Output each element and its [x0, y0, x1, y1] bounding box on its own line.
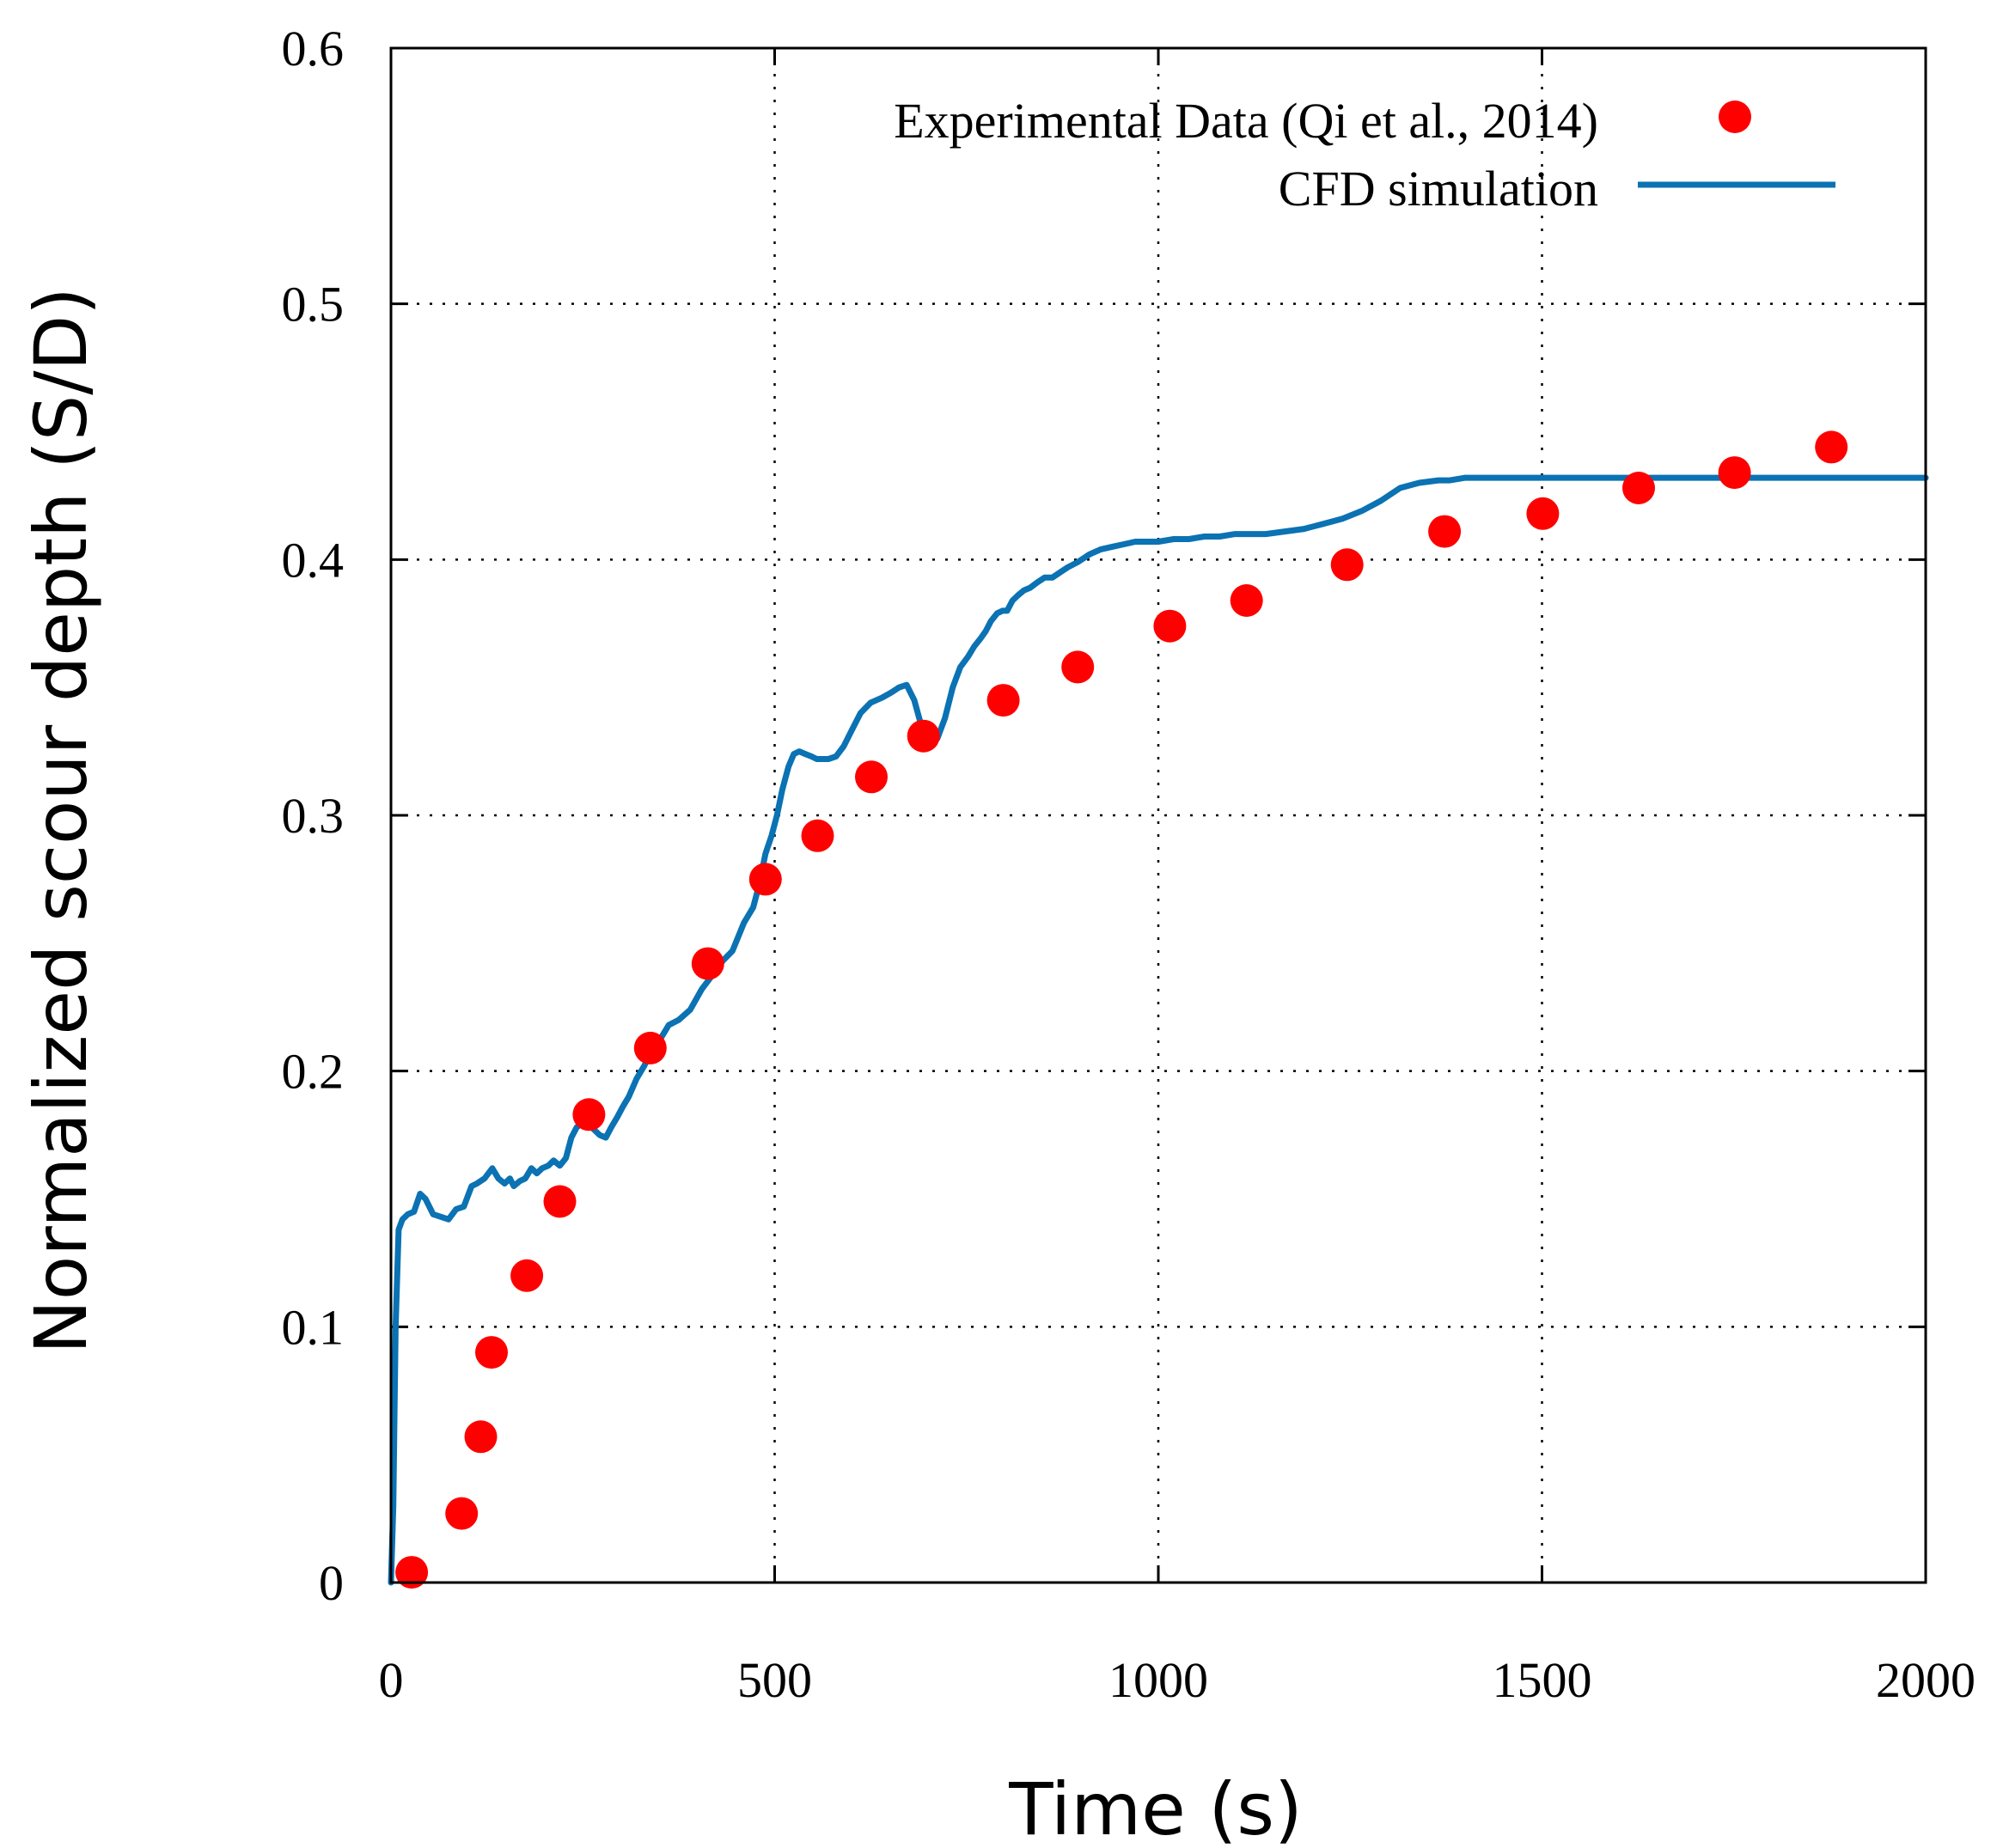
legend-label-cfd: CFD simulation	[1279, 161, 1598, 217]
data-point-experimental	[1330, 548, 1364, 582]
data-point-experimental	[801, 819, 834, 852]
data-point-experimental	[395, 1556, 429, 1589]
plot-area	[388, 430, 1929, 1589]
data-point-experimental	[1230, 584, 1263, 617]
data-point-experimental	[445, 1497, 479, 1530]
legend: Experimental Data (Qi et al., 2014) CFD …	[894, 93, 1835, 217]
data-point-experimental	[1061, 650, 1095, 684]
data-point-experimental	[1526, 497, 1560, 530]
y-tick-label: 0.2	[282, 1044, 345, 1100]
grid-lines	[391, 48, 1926, 1583]
x-tick-label: 500	[737, 1652, 812, 1708]
plot-frame	[389, 46, 1927, 1584]
x-tick-labels: 0 500 1000 1500 2000	[379, 1652, 1976, 1708]
y-axis-title: Normalized scour depth (S/D)	[19, 287, 103, 1354]
y-tick-labels: 0 0.1 0.2 0.3 0.4 0.5 0.6	[282, 21, 345, 1611]
data-point-experimental	[1718, 456, 1751, 490]
data-point-experimental	[748, 863, 782, 896]
data-point-experimental	[475, 1336, 508, 1369]
data-point-experimental	[1815, 430, 1848, 464]
y-tick-label: 0.5	[282, 277, 345, 332]
x-tick-label: 1500	[1493, 1652, 1592, 1708]
x-tick-label: 0	[379, 1652, 404, 1708]
x-tick-label: 2000	[1876, 1652, 1976, 1708]
y-tick-label: 0.6	[282, 21, 345, 76]
x-axis-title: Time (s)	[1008, 1767, 1303, 1848]
data-point-experimental	[633, 1031, 667, 1064]
axis-ticks	[389, 46, 1927, 1584]
data-point-experimental	[1622, 472, 1655, 504]
legend-label-experimental: Experimental Data (Qi et al., 2014)	[894, 93, 1598, 149]
data-point-experimental	[986, 684, 1020, 717]
data-point-experimental	[510, 1259, 544, 1292]
y-tick-label: 0.3	[282, 788, 345, 844]
data-point-experimental	[464, 1420, 498, 1454]
y-tick-label: 0	[319, 1555, 344, 1611]
data-point-experimental	[1428, 515, 1462, 548]
data-point-experimental	[572, 1098, 606, 1131]
legend-marker-experimental	[1719, 101, 1751, 133]
data-point-experimental	[1153, 609, 1187, 643]
series-line-cfd	[388, 474, 1929, 1586]
data-point-experimental	[855, 760, 888, 794]
y-tick-label: 0.1	[282, 1299, 345, 1355]
y-tick-label: 0.4	[282, 532, 345, 588]
data-point-experimental	[691, 947, 724, 980]
data-point-experimental	[543, 1185, 577, 1218]
x-tick-label: 1000	[1108, 1652, 1208, 1708]
data-point-experimental	[907, 719, 940, 753]
